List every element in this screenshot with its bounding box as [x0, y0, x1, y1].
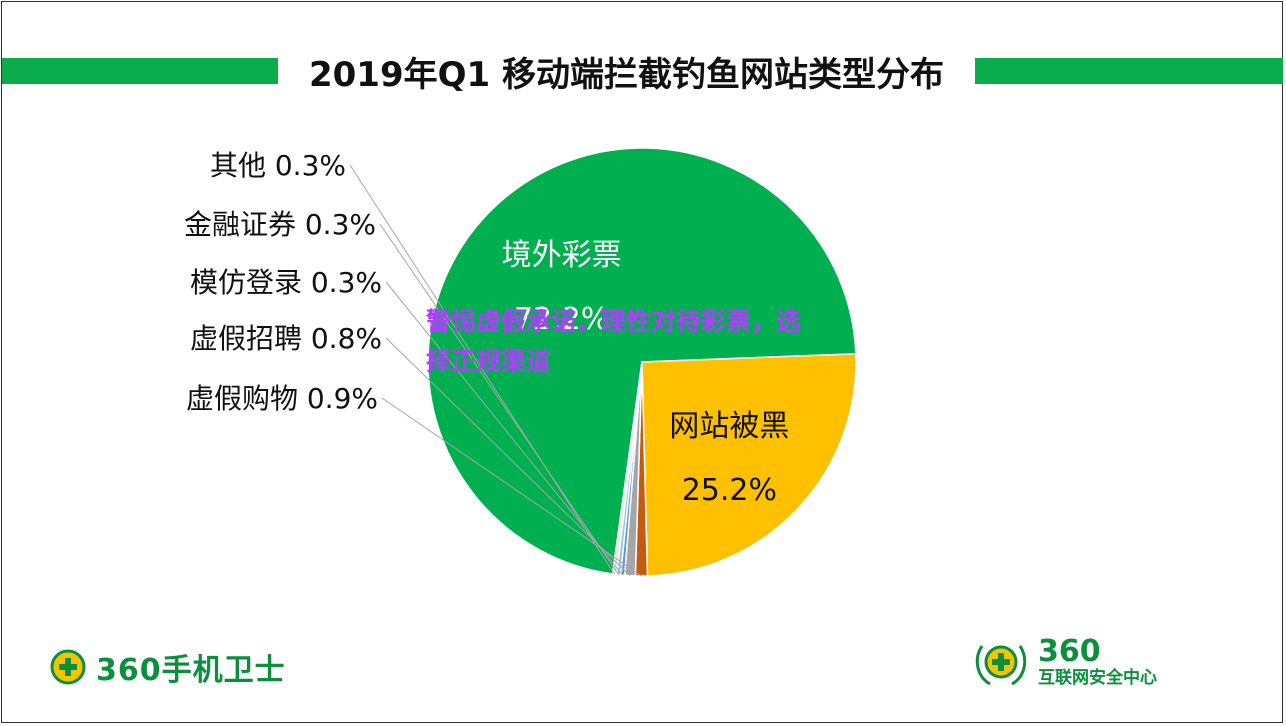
slice-callout-6: 金融证券 0.3%: [184, 208, 376, 241]
pie-slice-1: [427, 147, 857, 575]
warning-overlay-text: 警惕虚假承诺，理性对待彩票，选 择正规渠道: [426, 302, 866, 382]
leader-line-6: [379, 223, 620, 575]
slice-callout-4: 虚假招聘 0.8%: [190, 322, 382, 355]
360-shield-icon: [50, 649, 86, 685]
title-band-right: [975, 58, 1283, 84]
slice-value-1: 72.2%: [514, 302, 609, 337]
pie-slice-2: [641, 353, 857, 577]
leader-line-7: [349, 164, 616, 575]
warning-line-2: 择正规渠道: [426, 347, 552, 376]
logo-360-mobile-guard: 360手机卫士: [50, 645, 286, 689]
logo-left-text: 360手机卫士: [96, 653, 286, 688]
logo-360-security-center: 360 互联网安全中心: [972, 637, 1157, 689]
slice-callout-5: 模仿登录 0.3%: [190, 266, 382, 299]
pie-slice-7: [611, 361, 643, 576]
360-laurel-emblem-icon: [975, 645, 1027, 686]
slice-callout-7: 其他 0.3%: [210, 149, 346, 182]
logo-right-number: 360: [1038, 634, 1101, 669]
warning-line-1: 警惕虚假承诺，理性对待彩票，选: [426, 307, 802, 336]
logo-right-subtitle: 互联网安全中心: [1038, 668, 1157, 688]
slice-value-2: 25.2%: [682, 473, 777, 508]
title-band-left: [2, 58, 278, 84]
slice-label-1: 境外彩票: [502, 238, 622, 273]
slice-label-2: 网站被黑: [669, 409, 789, 444]
leader-line-3: [381, 397, 642, 577]
chart-title: 2019年Q1 移动端拦截钓鱼网站类型分布: [308, 54, 945, 95]
slice-callout-3: 虚假购物 0.9%: [186, 382, 378, 415]
